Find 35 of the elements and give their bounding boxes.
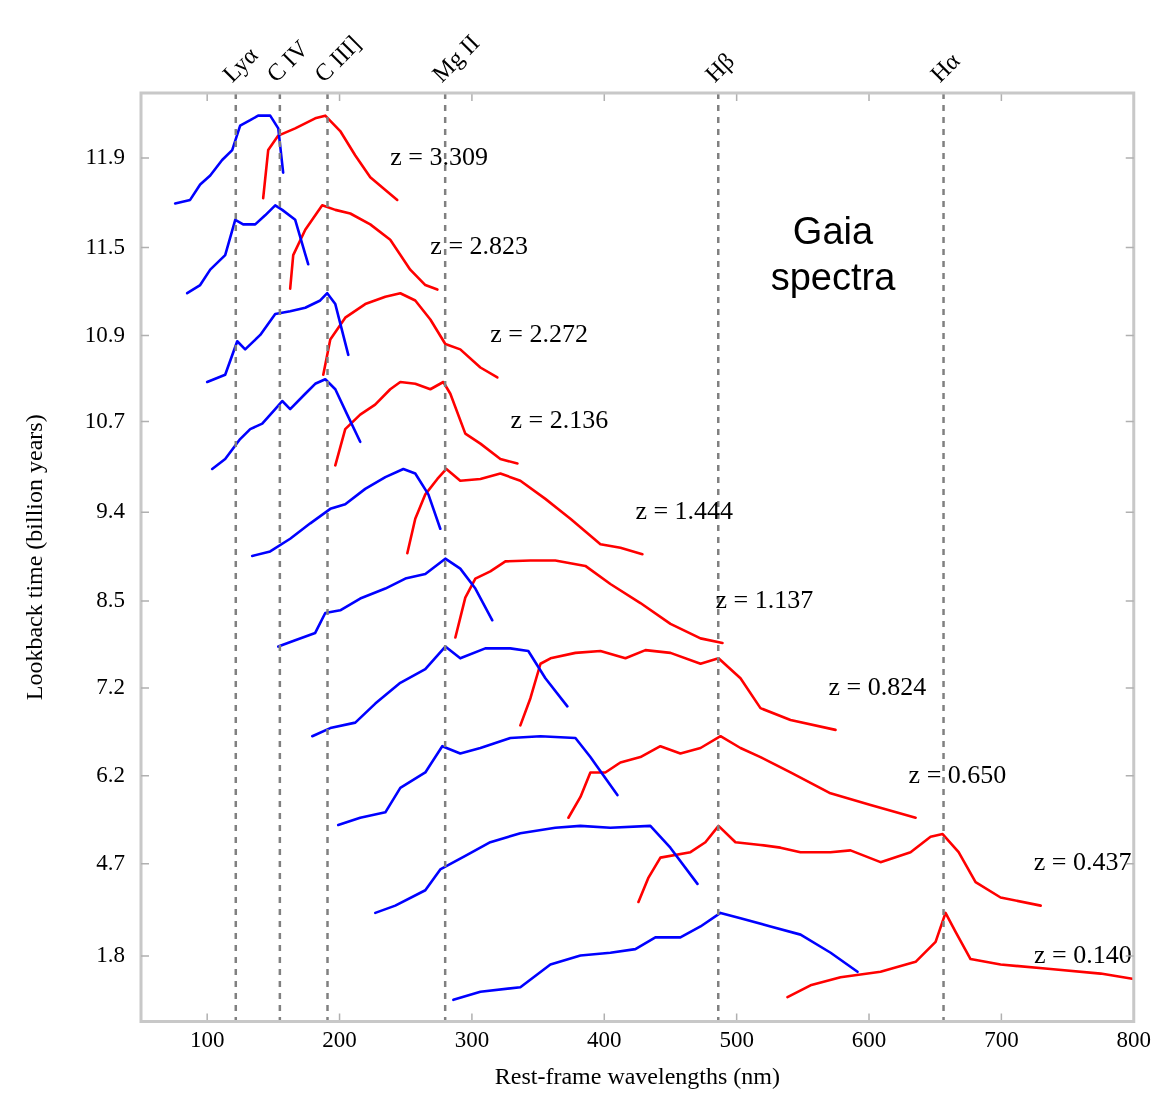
text: 11.9 [85, 143, 125, 169]
series-label: z = 1.137 [715, 584, 814, 614]
x-tick-label: 700 [984, 1027, 1019, 1053]
series-label: z = 0.650 [908, 759, 1007, 789]
y-axis-title: Lookback time (billion years) [21, 414, 48, 701]
series-label: z = 1.444 [635, 495, 734, 525]
x-tick-label: 300 [454, 1027, 490, 1053]
series-label: z = 0.437 [1033, 847, 1132, 877]
series-label: z = 0.824 [828, 671, 927, 701]
text: 10.7 [84, 407, 125, 433]
text: 4.7 [96, 849, 125, 875]
text: 7.2 [96, 673, 125, 699]
ref-line-label: Hα [925, 47, 965, 87]
series-label: z = 3.309 [390, 141, 488, 171]
text: 10.9 [84, 321, 125, 347]
series-label: z = 2.823 [430, 231, 529, 261]
series-label: z = 2.136 [510, 405, 609, 435]
x-axis-title: Rest-frame wavelengths (nm) [494, 1062, 780, 1089]
ref-line-label: Mg II [426, 29, 485, 87]
x-tick-label: 200 [322, 1027, 357, 1053]
series-label: z = 2.272 [490, 319, 589, 349]
text: 11.5 [85, 233, 125, 259]
ref-line-label: Lyα [217, 41, 263, 87]
x-tick-label: 800 [1116, 1027, 1151, 1053]
text: 8.5 [96, 586, 125, 612]
annotation: Gaia spectra [769, 209, 897, 300]
x-tick-label: 100 [189, 1027, 225, 1053]
x-tick-label: 400 [587, 1027, 622, 1053]
series-label: z = 0.140 [1034, 939, 1132, 969]
x-tick-label: 600 [851, 1027, 887, 1053]
text: 6.2 [96, 761, 125, 787]
text: 1.8 [96, 942, 125, 968]
x-tick-label: 500 [719, 1027, 754, 1053]
ref-line-label: Hβ [699, 47, 740, 87]
text: 9.4 [96, 498, 126, 524]
